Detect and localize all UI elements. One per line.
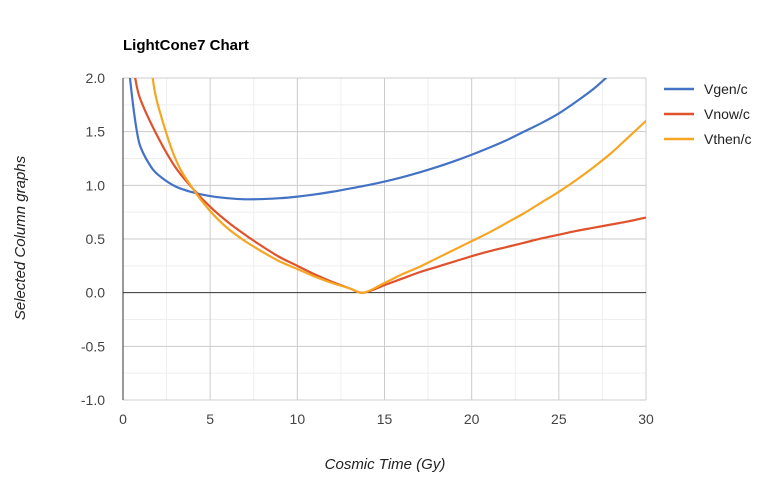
x-tick-label: 5	[206, 411, 214, 427]
legend: Vgen/c Vnow/c Vthen/c	[664, 81, 751, 147]
x-tick-label: 20	[464, 411, 480, 427]
gridlines	[123, 77, 647, 401]
legend-label: Vgen/c	[704, 81, 748, 97]
y-tick-label: 1.5	[86, 124, 106, 140]
series-line-vnow-c	[134, 78, 646, 294]
y-axis-title: Selected Column graphs	[12, 155, 29, 320]
y-tick-label: -0.5	[81, 338, 105, 354]
y-tick-label: -1.0	[81, 392, 105, 408]
x-tick-label: 15	[377, 411, 393, 427]
series-lines	[128, 78, 646, 294]
x-tick-label: 10	[290, 411, 306, 427]
legend-label: Vthen/c	[704, 131, 751, 147]
y-tick-label: 1.0	[86, 177, 106, 193]
legend-label: Vnow/c	[704, 106, 750, 122]
series-line-vthen-c	[151, 78, 646, 294]
y-tick-label: 0.0	[86, 285, 106, 301]
x-axis-title: Cosmic Time (Gy)	[325, 456, 446, 473]
x-tick-label: 30	[638, 411, 654, 427]
axes: 0 5 10 15 20 25 30 2.0 1.5 1.0 0.5 0.0 -0.5 -1.0	[81, 70, 654, 427]
y-tick-label: 0.5	[86, 231, 106, 247]
y-tick-label: 2.0	[86, 70, 106, 86]
x-tick-label: 25	[551, 411, 567, 427]
x-tick-label: 0	[119, 411, 127, 427]
series-line-vgen-c	[128, 78, 607, 201]
chart-title: LightCone7 Chart	[123, 37, 249, 54]
